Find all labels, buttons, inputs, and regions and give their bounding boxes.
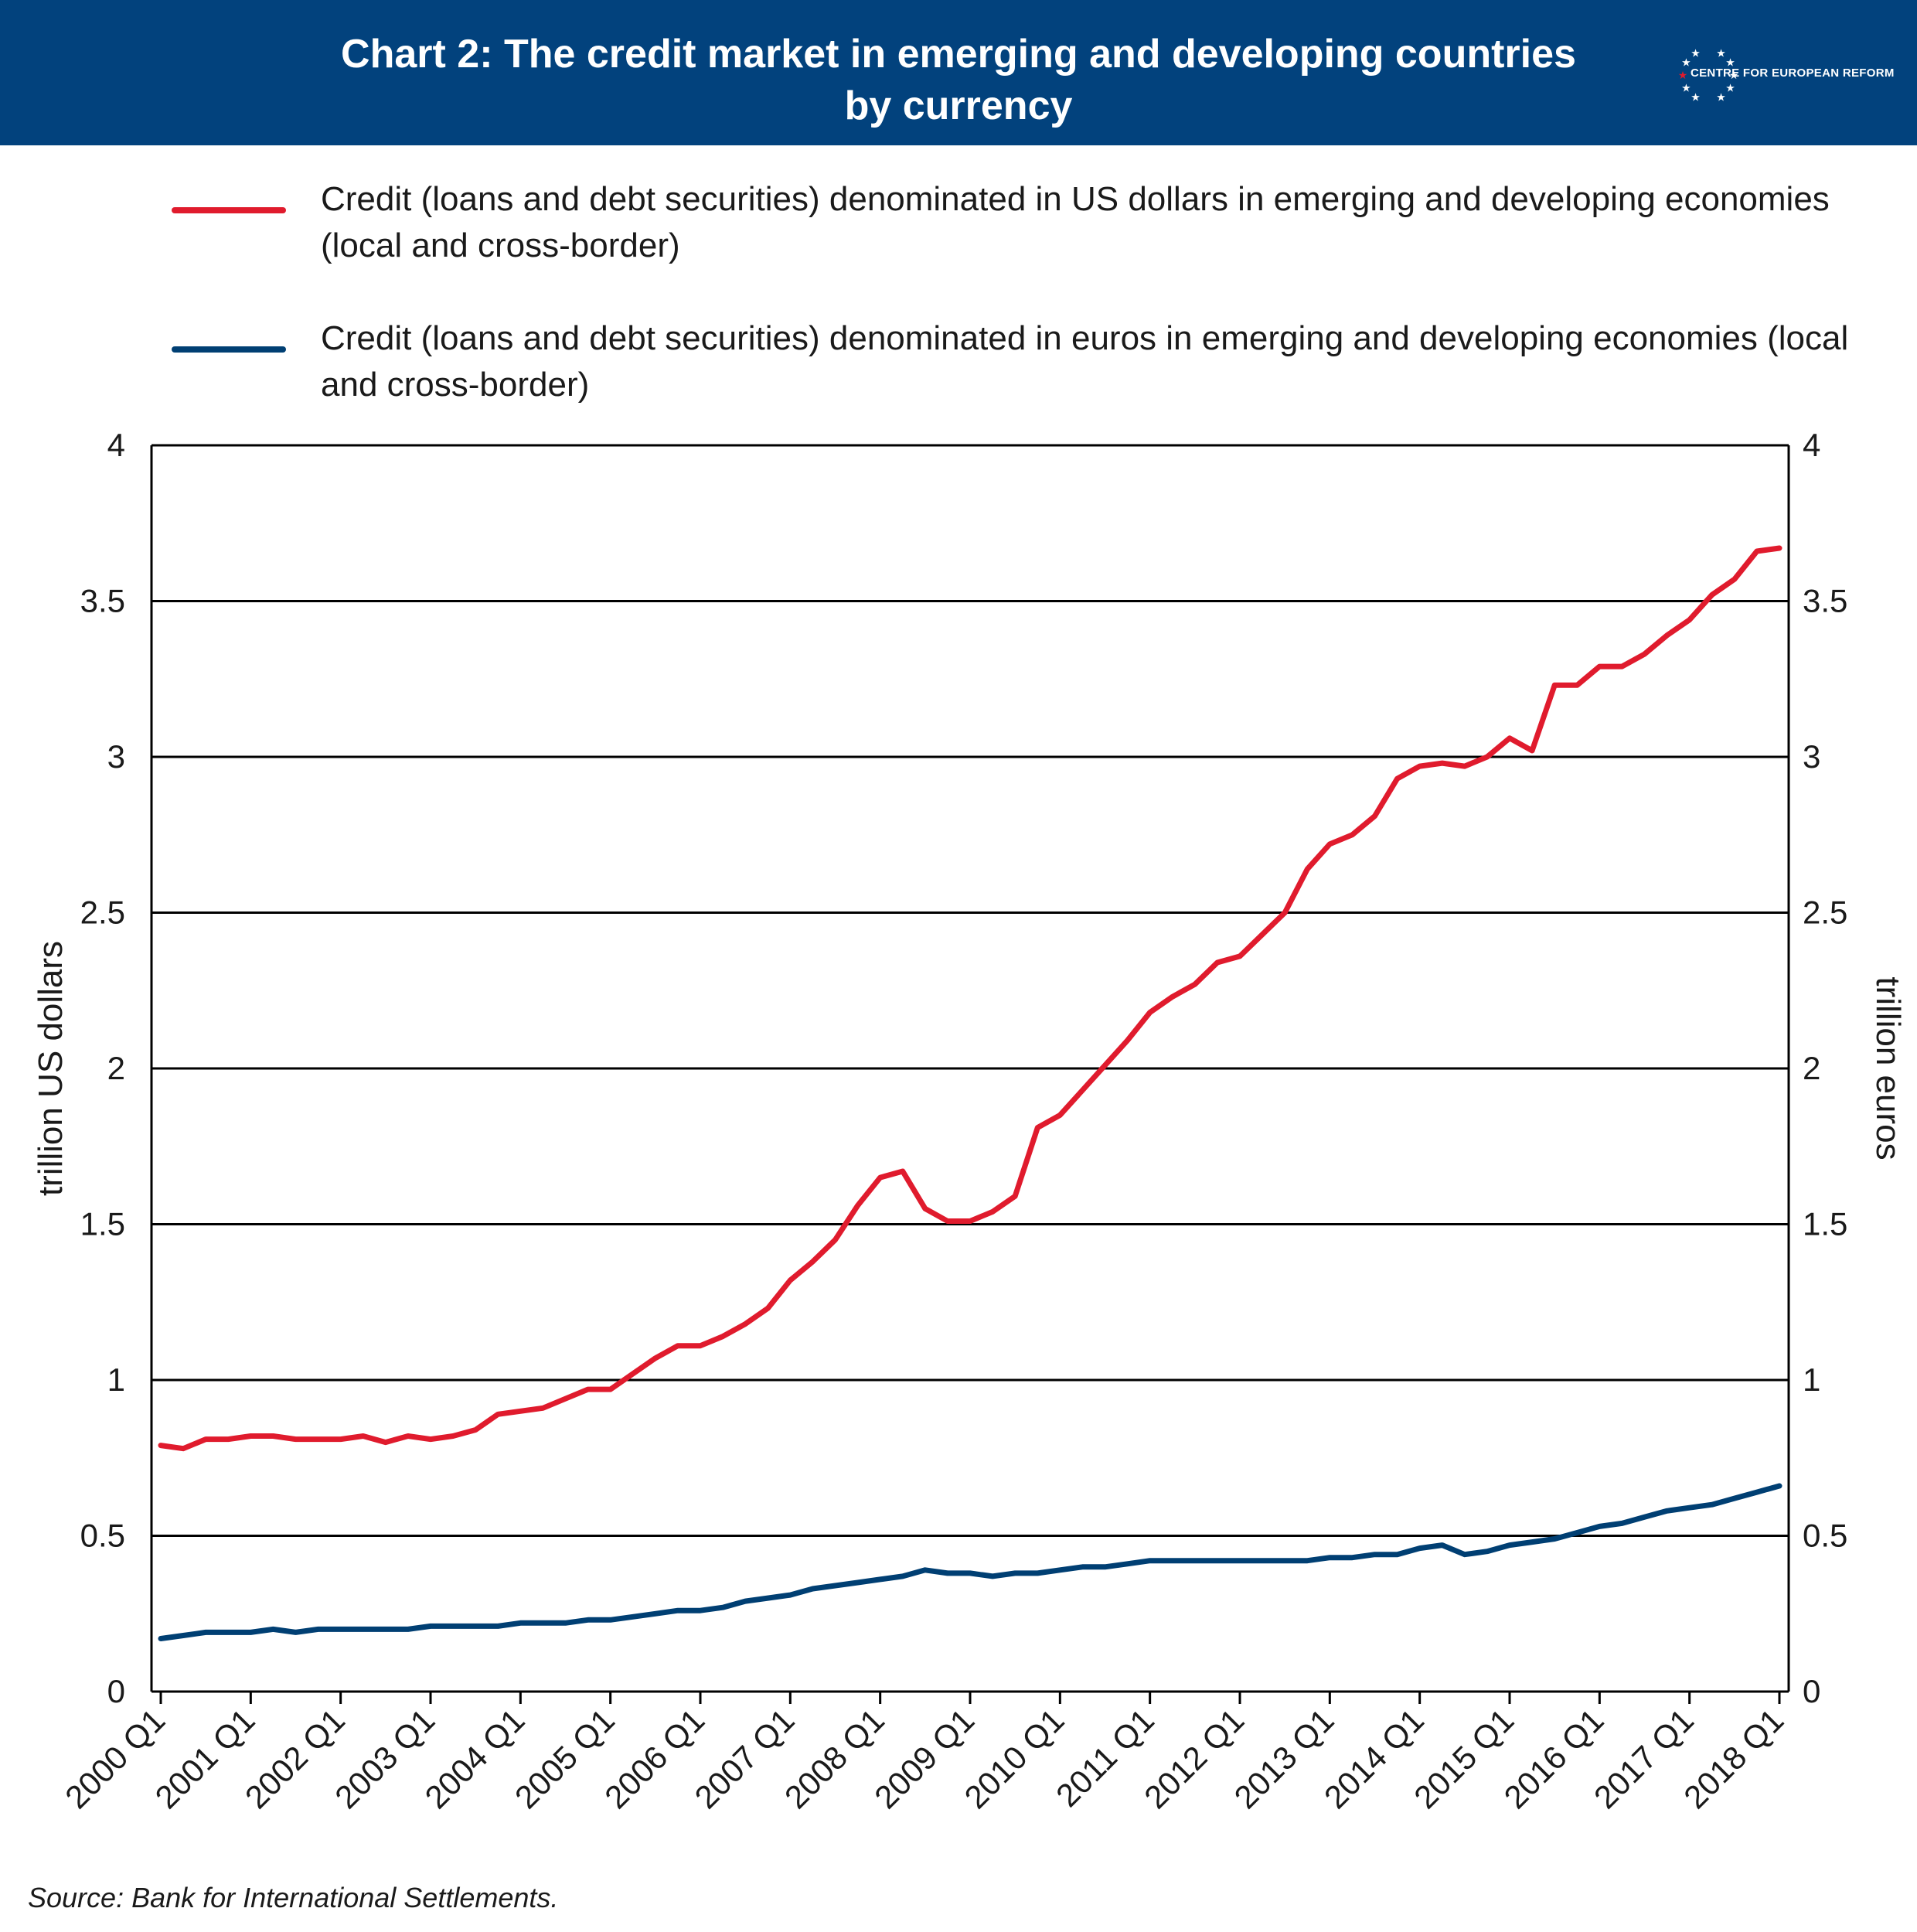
y-left-tick-label: 2 xyxy=(107,1050,125,1086)
y-right-tick-label: 4 xyxy=(1803,427,1820,463)
y-axis-left-title: trillion US dollars xyxy=(32,941,70,1196)
logo-star-icon: ★ xyxy=(1681,56,1691,69)
legend-label-eur: Credit (loans and debt securities) denom… xyxy=(321,319,1849,404)
legend-swatch-usd xyxy=(172,207,286,213)
logo-star-icon: ★ xyxy=(1716,91,1726,104)
x-tick-label: 2016 Q1 xyxy=(1497,1702,1611,1815)
x-tick-label: 2004 Q1 xyxy=(418,1702,532,1815)
y-axis-right-title: trillion euros xyxy=(1869,976,1907,1160)
logo-star-icon: ★ xyxy=(1725,82,1735,94)
gridlines xyxy=(150,444,1790,1693)
legend-item-usd: Credit (loans and debt securities) denom… xyxy=(172,176,1872,277)
y-axis-left-ticks: 0 0.5 1 1.5 2 2.5 3 3.5 4 xyxy=(80,427,125,1709)
logo-star-icon: ★ xyxy=(1725,56,1735,69)
y-left-tick-label: 4 xyxy=(107,427,125,463)
y-left-tick-label: 2.5 xyxy=(80,894,125,931)
x-tick-label: 2000 Q1 xyxy=(58,1702,172,1815)
series-line-eur xyxy=(158,1483,1783,1641)
x-tick-label: 2003 Q1 xyxy=(328,1702,441,1815)
y-left-tick-label: 1 xyxy=(107,1361,125,1398)
x-tick-label: 2005 Q1 xyxy=(508,1702,621,1815)
y-right-tick-label: 1.5 xyxy=(1803,1206,1847,1242)
y-right-tick-label: 2 xyxy=(1803,1050,1820,1086)
logo-star-icon: ★ xyxy=(1691,46,1701,59)
x-tick-label: 2006 Q1 xyxy=(598,1702,711,1815)
logo-text: CENTRE FOR EUROPEAN REFORM xyxy=(1691,66,1895,80)
x-tick-label: 2017 Q1 xyxy=(1587,1702,1701,1815)
x-tick-label: 2009 Q1 xyxy=(867,1702,981,1815)
y-right-tick-label: 0.5 xyxy=(1803,1518,1847,1554)
x-tick-label: 2010 Q1 xyxy=(958,1702,1071,1815)
x-tick-label: 2012 Q1 xyxy=(1137,1702,1251,1815)
legend-label-usd: Credit (loans and debt securities) denom… xyxy=(321,180,1830,264)
x-tick-label: 2007 Q1 xyxy=(688,1702,802,1815)
y-left-tick-label: 3.5 xyxy=(80,583,125,619)
legend-swatch-eur xyxy=(172,346,286,353)
y-axis-right-ticks: 0 0.5 1 1.5 2 2.5 3 3.5 4 xyxy=(1803,427,1847,1709)
line-chart: 0 0.5 1 1.5 2 2.5 3 3.5 4 0 0.5 1 1.5 2 2.5 3 3.5 4 2000… xyxy=(32,427,1907,1815)
header-banner: Chart 2: The credit market in emerging a… xyxy=(0,0,1917,145)
chart-title-line-2: by currency xyxy=(844,83,1073,128)
eu-stars-logo-icon: ★★★★★★★★★★ xyxy=(1678,46,1739,104)
y-left-tick-label: 1.5 xyxy=(80,1206,125,1242)
y-left-tick-label: 3 xyxy=(107,738,125,775)
logo-star-icon: ★ xyxy=(1691,91,1701,104)
y-right-tick-label: 1 xyxy=(1803,1361,1820,1398)
logo-star-icon: ★ xyxy=(1678,69,1688,81)
legend-item-eur: Credit (loans and debt securities) denom… xyxy=(172,315,1872,416)
source-note: Source: Bank for International Settlemen… xyxy=(28,1882,559,1913)
logo-star-icon: ★ xyxy=(1729,69,1739,81)
series-line-usd xyxy=(158,545,1783,1452)
x-tick-label: 2015 Q1 xyxy=(1407,1702,1520,1815)
x-tick-label: 2001 Q1 xyxy=(148,1702,262,1815)
y-left-tick-label: 0 xyxy=(107,1673,125,1709)
logo-star-icon: ★ xyxy=(1681,82,1691,94)
chart-title-line-1: Chart 2: The credit market in emerging a… xyxy=(341,32,1576,77)
logo-star-icon: ★ xyxy=(1716,46,1726,59)
y-left-tick-label: 0.5 xyxy=(80,1518,125,1554)
x-tick-label: 2014 Q1 xyxy=(1317,1702,1431,1815)
x-tick-label: 2013 Q1 xyxy=(1227,1702,1341,1815)
y-right-tick-label: 3 xyxy=(1803,738,1820,775)
x-tick-label: 2002 Q1 xyxy=(238,1702,352,1815)
y-right-tick-label: 2.5 xyxy=(1803,894,1847,931)
x-tick-label: 2008 Q1 xyxy=(778,1702,891,1815)
x-tick-label: 2018 Q1 xyxy=(1677,1702,1790,1815)
y-right-tick-label: 0 xyxy=(1803,1673,1820,1709)
series-lines xyxy=(158,545,1783,1641)
y-right-tick-label: 3.5 xyxy=(1803,583,1847,619)
